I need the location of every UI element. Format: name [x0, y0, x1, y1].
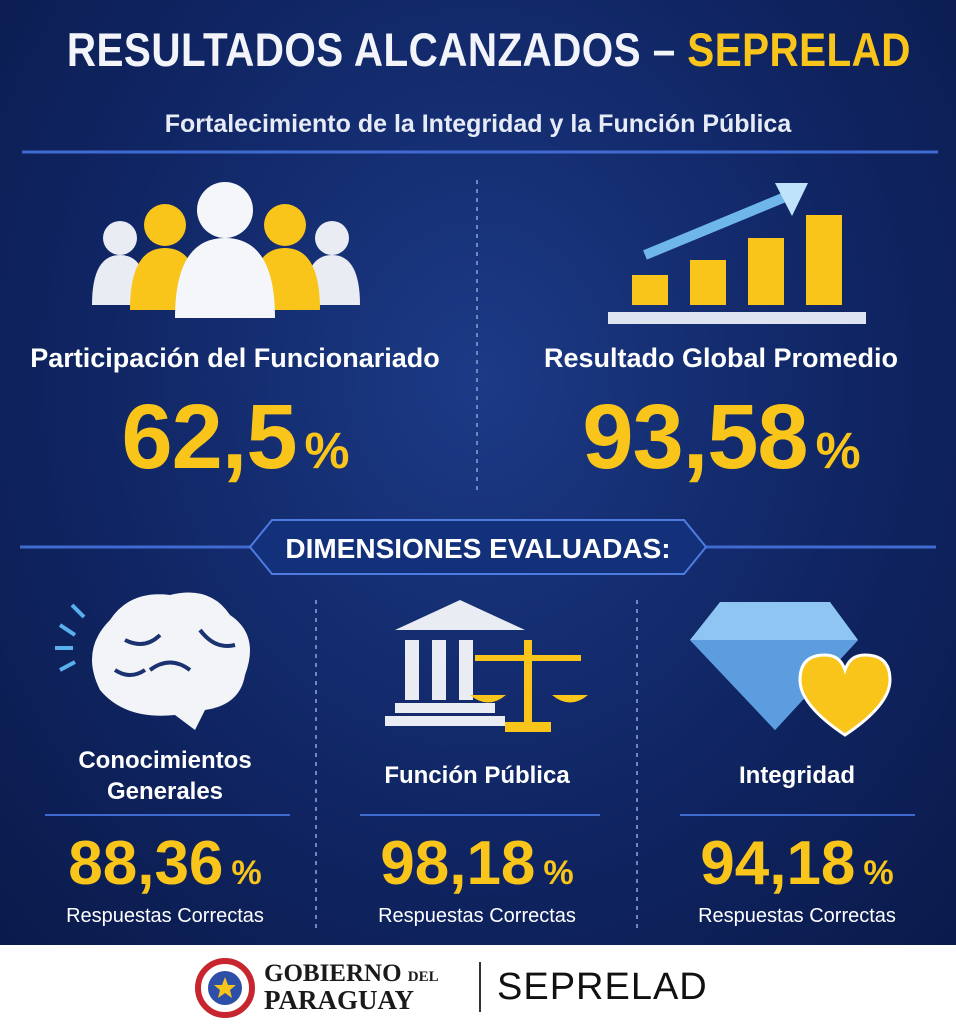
stat-value: 62,5%: [0, 385, 470, 490]
title-text: RESULTADOS ALCANZADOS –: [66, 23, 676, 76]
dimension-number: 98,18: [380, 829, 536, 898]
gov-line2: PARAGUAY: [264, 985, 415, 1015]
brain-icon: [55, 592, 250, 730]
stat-label: Resultado Global Promedio: [543, 343, 899, 373]
section-banner: [248, 519, 708, 575]
panel: [0, 0, 956, 945]
section-title: DIMENSIONES EVALUADAS:: [285, 533, 671, 564]
stat-label: Participación del Funcionariado: [30, 343, 440, 373]
dimension-caption: Respuestas Correctas: [66, 905, 264, 927]
gov-emblem: [195, 958, 255, 1018]
dimension-number: 94,18: [700, 829, 856, 898]
brand: SEPRELAD: [497, 966, 708, 1008]
dimension-label: Función Pública: [384, 762, 570, 789]
gov-line1: GOBIERNO: [264, 960, 402, 987]
dimension-label: Integridad: [738, 762, 855, 789]
subtitle: Fortalecimiento de la Integridad y la Fu…: [164, 110, 792, 138]
stat-unit: %: [815, 422, 861, 479]
stat-unit: %: [304, 422, 350, 479]
dimension-number: 88,36: [68, 829, 224, 898]
dimension-value: 98,18%: [327, 828, 627, 899]
dimension-unit: %: [543, 854, 574, 892]
gov-name: GOBIERNO DEL: [264, 960, 439, 988]
diamond-heart-icon: [690, 602, 892, 737]
title: RESULTADOS ALCANZADOS – SEPRELAD: [66, 22, 910, 77]
stat-number: 62,5: [121, 386, 297, 488]
dimension-unit: %: [863, 854, 894, 892]
institution-scale-icon: [385, 600, 588, 732]
gov-del: DEL: [407, 969, 439, 985]
dimension-value: 94,18%: [647, 828, 947, 899]
growth-chart-icon: [608, 183, 866, 324]
dimension-label: Conocimientos Generales: [78, 747, 252, 805]
stat-number: 93,58: [582, 386, 808, 488]
people-icon: [92, 182, 360, 318]
dimension-value: 88,36%: [15, 828, 315, 899]
title-highlight: SEPRELAD: [687, 23, 911, 76]
dimension-caption: Respuestas Correctas: [378, 905, 576, 927]
dimension-caption: Respuestas Correctas: [698, 905, 896, 927]
stat-value: 93,58%: [486, 385, 956, 490]
dimension-unit: %: [231, 854, 262, 892]
